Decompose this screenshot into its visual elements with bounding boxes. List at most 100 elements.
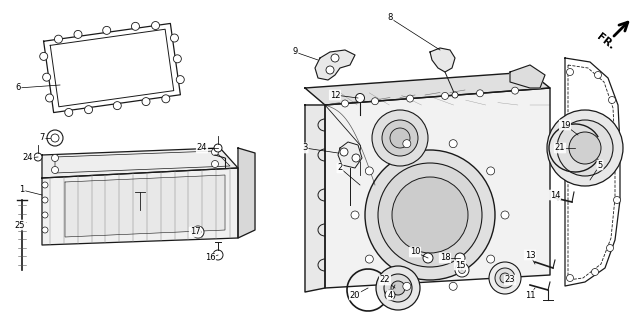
Circle shape — [423, 253, 433, 263]
Text: 1: 1 — [19, 185, 24, 195]
Circle shape — [385, 290, 395, 300]
Circle shape — [455, 253, 465, 263]
Circle shape — [391, 281, 405, 295]
Text: 21: 21 — [555, 143, 565, 153]
Circle shape — [566, 274, 573, 281]
Text: 15: 15 — [455, 260, 465, 269]
Circle shape — [43, 73, 51, 81]
Text: FR.: FR. — [595, 32, 616, 52]
Text: 10: 10 — [410, 247, 420, 257]
Circle shape — [547, 110, 623, 186]
Text: 16: 16 — [205, 253, 215, 262]
Circle shape — [192, 226, 204, 238]
Circle shape — [152, 22, 159, 30]
Circle shape — [500, 273, 510, 283]
Circle shape — [378, 163, 482, 267]
Circle shape — [173, 55, 181, 63]
Circle shape — [365, 255, 373, 263]
Circle shape — [74, 31, 82, 38]
Text: 2: 2 — [337, 163, 342, 172]
Circle shape — [162, 95, 170, 103]
Circle shape — [557, 120, 613, 176]
Circle shape — [42, 227, 48, 233]
Circle shape — [382, 120, 418, 156]
Circle shape — [51, 155, 58, 162]
Circle shape — [390, 128, 410, 148]
Circle shape — [326, 66, 334, 74]
Circle shape — [342, 100, 349, 107]
Circle shape — [51, 167, 58, 174]
Text: 8: 8 — [387, 13, 393, 23]
Circle shape — [384, 274, 412, 302]
Polygon shape — [65, 175, 225, 237]
Text: 23: 23 — [505, 275, 515, 285]
Text: 12: 12 — [330, 91, 340, 100]
Circle shape — [84, 106, 93, 114]
Circle shape — [102, 26, 111, 34]
Circle shape — [352, 154, 360, 162]
Circle shape — [614, 142, 621, 149]
Circle shape — [501, 211, 509, 219]
Circle shape — [331, 54, 339, 62]
Circle shape — [65, 108, 73, 116]
Circle shape — [569, 132, 601, 164]
Text: 4: 4 — [387, 291, 392, 300]
Circle shape — [403, 140, 411, 148]
Circle shape — [511, 87, 518, 94]
Circle shape — [486, 255, 495, 263]
Polygon shape — [42, 148, 238, 178]
Text: 24: 24 — [196, 143, 207, 153]
Circle shape — [211, 149, 218, 156]
Circle shape — [376, 266, 420, 310]
Text: 22: 22 — [380, 275, 390, 285]
Text: 25: 25 — [15, 220, 25, 230]
Circle shape — [609, 96, 616, 103]
Circle shape — [47, 130, 63, 146]
Polygon shape — [510, 65, 545, 88]
Circle shape — [340, 148, 348, 156]
Circle shape — [40, 52, 48, 60]
Circle shape — [42, 182, 48, 188]
Circle shape — [54, 35, 63, 43]
Circle shape — [213, 250, 223, 260]
Text: 14: 14 — [550, 190, 560, 199]
Circle shape — [113, 102, 122, 110]
Text: 11: 11 — [525, 291, 535, 300]
Circle shape — [477, 90, 483, 97]
Circle shape — [176, 76, 184, 84]
Polygon shape — [430, 48, 455, 72]
Circle shape — [51, 134, 59, 142]
Circle shape — [455, 263, 469, 277]
Text: 5: 5 — [597, 161, 603, 169]
Text: 13: 13 — [525, 251, 535, 259]
Text: 3: 3 — [302, 143, 308, 153]
Text: 20: 20 — [349, 291, 360, 300]
Polygon shape — [305, 105, 325, 292]
Circle shape — [452, 92, 458, 98]
Polygon shape — [315, 50, 355, 80]
Circle shape — [486, 167, 495, 175]
Polygon shape — [325, 88, 550, 288]
Circle shape — [371, 98, 378, 105]
Circle shape — [595, 72, 602, 79]
Circle shape — [449, 282, 457, 290]
Circle shape — [591, 268, 598, 275]
Text: 17: 17 — [189, 227, 200, 237]
Circle shape — [195, 229, 201, 235]
Circle shape — [566, 68, 573, 75]
Text: 18: 18 — [440, 253, 451, 262]
Text: 24: 24 — [23, 154, 33, 162]
Text: 9: 9 — [292, 47, 298, 57]
Circle shape — [214, 144, 222, 152]
Circle shape — [449, 140, 457, 148]
Circle shape — [406, 95, 413, 102]
Circle shape — [211, 161, 218, 168]
Circle shape — [355, 93, 365, 102]
Circle shape — [34, 153, 42, 161]
Circle shape — [458, 266, 465, 273]
Circle shape — [351, 211, 359, 219]
Circle shape — [442, 93, 449, 100]
Circle shape — [495, 268, 515, 288]
Circle shape — [403, 282, 411, 290]
Text: 7: 7 — [39, 134, 45, 142]
